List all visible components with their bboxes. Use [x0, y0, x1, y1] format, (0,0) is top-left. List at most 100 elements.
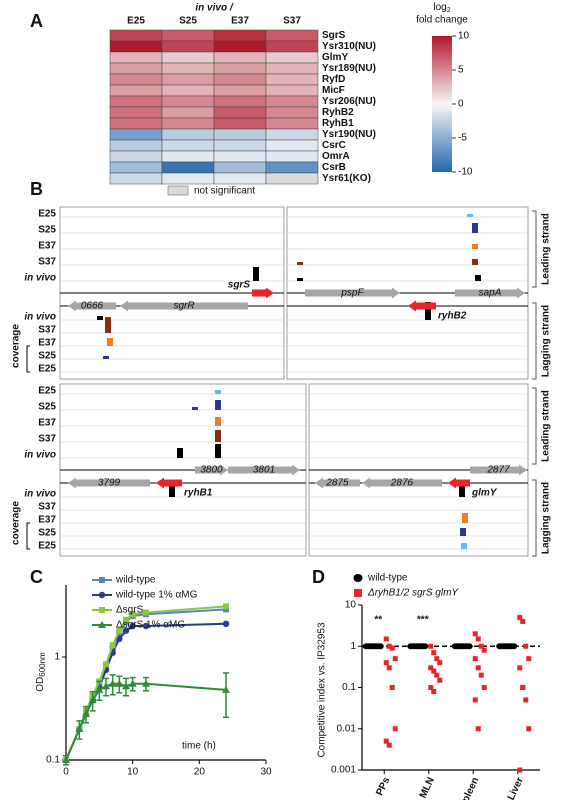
x-tick-label: Spleen	[458, 776, 482, 800]
track-label: S37	[38, 434, 56, 445]
data-point	[478, 643, 484, 649]
coverage-peak	[462, 513, 468, 523]
data-point	[129, 622, 136, 630]
data-point	[520, 618, 526, 624]
y-tick-label: 10	[345, 600, 357, 611]
heatmap-cell	[213, 139, 267, 152]
data-point	[526, 656, 532, 662]
data-point	[431, 668, 437, 674]
data-point	[520, 685, 526, 690]
gene-arrow	[252, 287, 274, 299]
data-point	[386, 643, 392, 649]
track-label: S25	[38, 528, 56, 539]
heatmap-cell	[161, 84, 215, 97]
coverage-bracket	[26, 345, 30, 373]
data-point	[437, 660, 443, 666]
heatmap-cell	[109, 128, 163, 141]
row-label: MicF	[322, 85, 345, 96]
panel-label: D	[312, 567, 325, 587]
track-label: S25	[38, 351, 56, 362]
data-point	[526, 726, 532, 732]
track-label: S37	[38, 257, 56, 268]
strand-bracket	[532, 210, 537, 288]
data-point	[82, 709, 90, 717]
gene-label: sgrR	[173, 301, 194, 312]
heatmap-cell	[161, 172, 215, 185]
y-axis-label-sub: 600nm	[38, 652, 47, 677]
gene-arrow	[68, 477, 150, 489]
legend-marker	[353, 574, 363, 582]
data-point	[437, 677, 443, 683]
heatmap-cell	[265, 128, 319, 141]
data-point	[517, 614, 523, 620]
y-tick-label: 0.01	[337, 723, 357, 734]
y-tick-label: 0.1	[46, 755, 60, 766]
heatmap-cell	[161, 161, 215, 174]
data-point	[142, 679, 150, 687]
gene-arrow	[120, 300, 248, 312]
error-bar	[223, 672, 229, 719]
data-point	[223, 603, 229, 610]
row-label: SgrS	[322, 30, 346, 41]
heatmap-cell	[109, 161, 163, 174]
x-tick-label: PPs	[374, 775, 392, 797]
heatmap-cell	[161, 73, 215, 86]
data-point	[389, 685, 395, 690]
data-point	[123, 616, 129, 623]
coverage-peak	[461, 543, 467, 549]
data-point	[109, 642, 116, 649]
heatmap-cell	[213, 51, 267, 64]
coverage-peak	[215, 390, 221, 394]
row-label: GlmY	[322, 52, 348, 63]
coverage-peak	[253, 267, 259, 281]
heatmap-cell	[265, 117, 319, 130]
y-tick-label: 0.001	[331, 765, 356, 776]
heatmap-cell	[161, 29, 215, 42]
heatmap-cell	[265, 40, 319, 53]
strand-bracket	[532, 302, 537, 380]
strand-bracket	[532, 387, 537, 465]
y-tick-label: 1	[54, 652, 60, 663]
data-point	[434, 656, 440, 662]
gene-arrow	[305, 287, 400, 299]
data-point	[383, 660, 389, 666]
data-point	[472, 631, 478, 637]
heatmap-cell	[109, 139, 163, 152]
data-point	[129, 611, 136, 618]
legend-marker	[99, 607, 105, 613]
data-point	[475, 665, 481, 671]
gene-arrow	[68, 300, 116, 312]
data-point	[428, 685, 434, 690]
colorbar-label: fold change	[416, 15, 468, 26]
gene-label: pspF	[340, 288, 364, 299]
gene-label: ryhB1	[184, 488, 213, 499]
heatmap-cell	[109, 40, 163, 53]
legend-label: ΔryhB1/2 sgrS glmY	[367, 588, 459, 599]
data-point	[386, 742, 392, 748]
coverage-peak	[107, 338, 113, 346]
heatmap-cell	[213, 106, 267, 119]
y-axis-label-part: OD	[35, 677, 46, 692]
coverage-peak	[297, 278, 303, 281]
data-point	[62, 756, 70, 763]
data-point	[142, 622, 150, 630]
heatmap-cell	[161, 106, 215, 119]
heatmap-cell	[213, 40, 267, 53]
data-point	[222, 620, 230, 628]
legend-marker	[98, 591, 106, 599]
strand-label: Lagging strand	[541, 482, 552, 554]
row-label: Ysr310(NU)	[322, 41, 376, 52]
gene-label: 2877	[486, 465, 510, 476]
data-point	[103, 661, 109, 668]
data-point	[392, 656, 398, 662]
legend-label: wild-type	[367, 573, 408, 584]
x-tick-label: Liver	[506, 776, 526, 800]
colorbar-tick-label: 10	[458, 31, 470, 42]
gene-arrow	[228, 464, 300, 476]
coverage-peak	[215, 400, 221, 410]
heatmap-cell	[265, 139, 319, 152]
heatmap-cell	[213, 128, 267, 141]
track-label: in vivo	[24, 312, 56, 323]
data-point	[465, 643, 473, 650]
legend-label: wild-type 1% αMG	[115, 590, 198, 601]
